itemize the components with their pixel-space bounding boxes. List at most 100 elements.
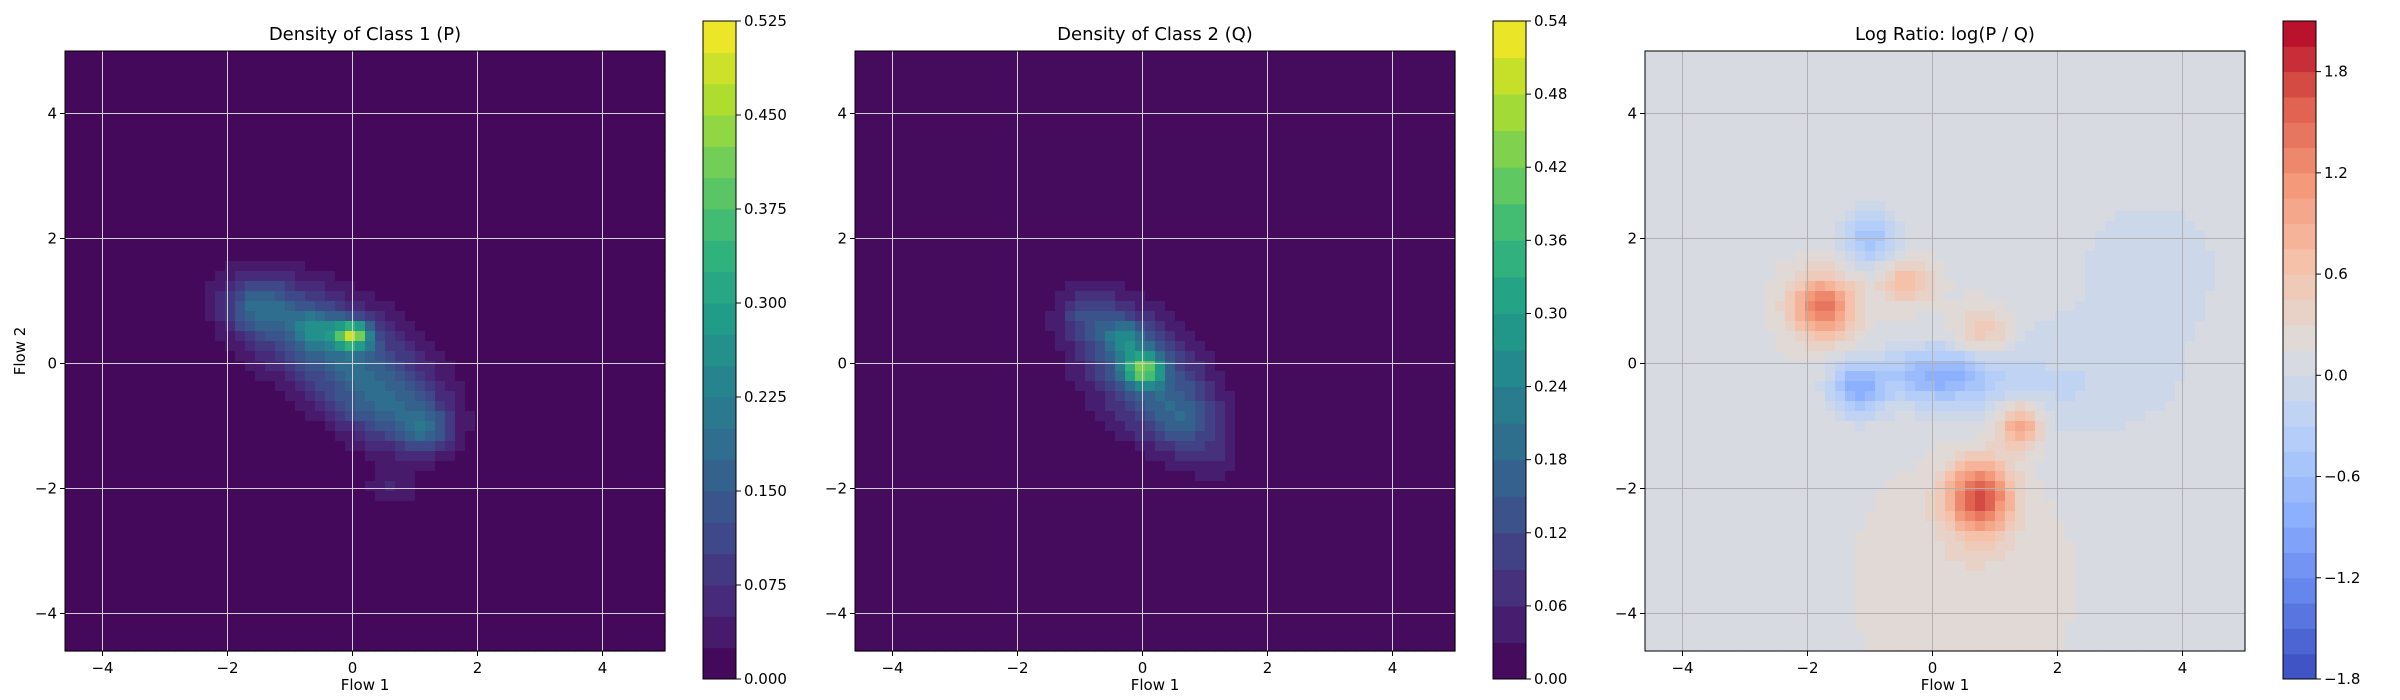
heatmap-cell bbox=[175, 561, 186, 572]
heatmap-cell bbox=[515, 491, 526, 502]
heatmap-cell bbox=[1005, 281, 1016, 292]
heatmap-cell bbox=[165, 291, 176, 302]
heatmap-cell bbox=[75, 51, 86, 62]
heatmap-cell bbox=[145, 221, 156, 232]
heatmap-cell bbox=[535, 341, 546, 352]
heatmap-cell bbox=[225, 281, 236, 292]
heatmap-cell bbox=[495, 191, 506, 202]
heatmap-cell bbox=[415, 481, 426, 492]
heatmap-cell bbox=[285, 561, 296, 572]
heatmap-cell bbox=[155, 491, 166, 502]
heatmap-cell bbox=[905, 601, 916, 612]
heatmap-cell bbox=[1055, 181, 1066, 192]
heatmap-cell bbox=[485, 351, 496, 362]
heatmap-cell bbox=[965, 421, 976, 432]
heatmap-cell bbox=[85, 431, 96, 442]
heatmap-cell bbox=[545, 111, 556, 122]
heatmap-cell bbox=[1025, 471, 1036, 482]
heatmap-cell bbox=[905, 221, 916, 232]
heatmap-cell bbox=[915, 381, 926, 392]
heatmap-cell bbox=[1045, 581, 1056, 592]
heatmap-cell bbox=[575, 351, 586, 362]
heatmap-cell bbox=[525, 451, 536, 462]
heatmap-cell bbox=[625, 151, 636, 162]
heatmap-cell bbox=[975, 81, 986, 92]
heatmap-cell bbox=[915, 631, 926, 642]
heatmap-cell bbox=[985, 451, 996, 462]
heatmap-cell bbox=[615, 151, 626, 162]
heatmap-cell bbox=[565, 111, 576, 122]
heatmap-cell bbox=[185, 271, 196, 282]
heatmap-cell bbox=[255, 91, 266, 102]
heatmap-cell bbox=[125, 61, 136, 72]
heatmap-cell bbox=[925, 291, 936, 302]
heatmap-cell bbox=[155, 281, 166, 292]
heatmap-cell bbox=[615, 221, 626, 232]
heatmap-cell bbox=[525, 231, 536, 242]
heatmap-cell bbox=[875, 411, 886, 422]
heatmap-cell bbox=[525, 191, 536, 202]
heatmap-cell bbox=[265, 71, 276, 82]
heatmap-cell bbox=[365, 311, 376, 322]
heatmap-cell bbox=[85, 291, 96, 302]
heatmap-cell bbox=[195, 101, 206, 112]
heatmap-cell bbox=[955, 281, 966, 292]
heatmap-cell bbox=[295, 541, 306, 552]
heatmap-cell bbox=[525, 281, 536, 292]
heatmap-cell bbox=[575, 291, 586, 302]
heatmap-cell bbox=[245, 211, 256, 222]
heatmap-cell bbox=[395, 91, 406, 102]
heatmap-cell bbox=[265, 611, 276, 622]
heatmap-cell bbox=[625, 601, 636, 612]
heatmap-cell bbox=[1045, 191, 1056, 202]
heatmap-cell bbox=[405, 491, 416, 502]
heatmap-cell bbox=[575, 461, 586, 472]
heatmap-cell bbox=[185, 91, 196, 102]
heatmap-cell bbox=[235, 121, 246, 132]
heatmap-cell bbox=[95, 261, 106, 272]
heatmap-cell bbox=[925, 531, 936, 542]
heatmap-cell bbox=[1025, 591, 1036, 602]
heatmap-cell bbox=[975, 301, 986, 312]
heatmap-cell bbox=[1055, 161, 1066, 172]
heatmap-cell bbox=[105, 61, 116, 72]
heatmap-cell bbox=[375, 341, 386, 352]
heatmap-cell bbox=[595, 341, 606, 352]
heatmap-cell bbox=[155, 81, 166, 92]
heatmap-cell bbox=[345, 221, 356, 232]
heatmap-cell bbox=[485, 301, 496, 312]
heatmap-cell bbox=[575, 401, 586, 412]
heatmap-cell bbox=[75, 561, 86, 572]
heatmap-cell bbox=[145, 281, 156, 292]
heatmap-cell bbox=[965, 491, 976, 502]
heatmap-cell bbox=[145, 311, 156, 322]
heatmap-cell bbox=[655, 241, 666, 252]
heatmap-cell bbox=[215, 201, 226, 212]
heatmap-cell bbox=[485, 281, 496, 292]
heatmap-cell bbox=[545, 401, 556, 412]
heatmap-cell bbox=[1005, 351, 1016, 362]
heatmap-cell bbox=[555, 201, 566, 212]
heatmap-cell bbox=[505, 621, 516, 632]
heatmap-cell bbox=[525, 411, 536, 422]
heatmap-cell bbox=[105, 411, 116, 422]
heatmap-cell bbox=[935, 321, 946, 332]
heatmap-cell bbox=[1025, 401, 1036, 412]
heatmap-cell bbox=[875, 151, 886, 162]
heatmap-cell bbox=[395, 61, 406, 72]
heatmap-cell bbox=[95, 541, 106, 552]
heatmap-cell bbox=[435, 231, 446, 242]
heatmap-cell bbox=[655, 631, 666, 642]
heatmap-cell bbox=[215, 71, 226, 82]
heatmap-cell bbox=[855, 71, 866, 82]
heatmap-cell bbox=[115, 111, 126, 122]
heatmap-cell bbox=[625, 221, 636, 232]
heatmap-cell bbox=[105, 321, 116, 332]
heatmap-cell bbox=[495, 521, 506, 532]
heatmap-cell bbox=[245, 71, 256, 82]
heatmap-cell bbox=[485, 571, 496, 582]
heatmap-cell bbox=[505, 311, 516, 322]
heatmap-cell bbox=[125, 351, 136, 362]
heatmap-cell bbox=[505, 371, 516, 382]
heatmap-cell bbox=[565, 91, 576, 102]
